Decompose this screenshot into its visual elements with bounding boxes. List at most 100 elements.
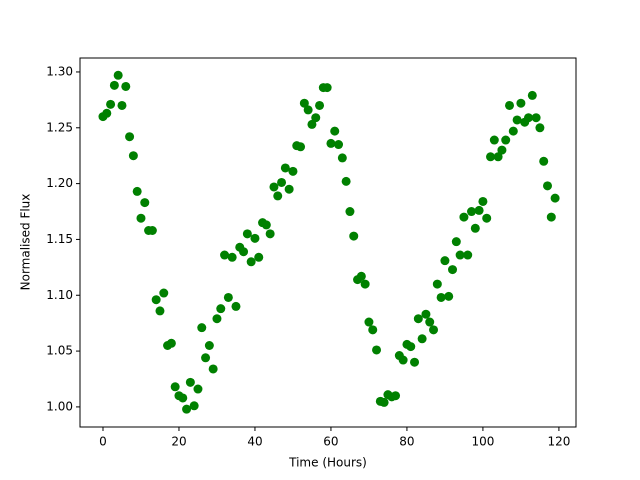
point [543, 181, 553, 191]
point [121, 81, 131, 91]
point [273, 191, 283, 201]
point [185, 377, 195, 387]
point [436, 292, 446, 302]
point [193, 384, 203, 394]
point [246, 257, 256, 267]
x-tick-label: 100 [471, 435, 494, 449]
point [159, 288, 169, 298]
point [425, 317, 435, 327]
point [125, 132, 135, 142]
point [505, 100, 515, 110]
point [432, 279, 442, 289]
plot-frame [79, 57, 577, 428]
point [413, 314, 423, 324]
point [128, 151, 138, 161]
point [147, 225, 157, 235]
point [296, 142, 306, 152]
point [303, 105, 313, 115]
point [166, 338, 176, 348]
point [109, 80, 119, 90]
point [197, 323, 207, 333]
point [455, 250, 465, 260]
point [410, 357, 420, 367]
point [444, 291, 454, 301]
point [102, 108, 112, 118]
point [379, 397, 389, 407]
y-tick-label: 1.00 [46, 399, 73, 413]
point [277, 177, 287, 187]
point [463, 250, 473, 260]
x-tick-label: 60 [323, 435, 338, 449]
point [512, 115, 522, 125]
point [546, 212, 556, 222]
point [132, 186, 142, 196]
point [220, 250, 230, 260]
point [151, 295, 161, 305]
point [368, 325, 378, 335]
point [250, 233, 260, 243]
point [140, 198, 150, 208]
point [239, 247, 249, 257]
x-tick-label: 0 [99, 435, 107, 449]
point [493, 152, 503, 162]
point [261, 220, 271, 230]
point [429, 325, 439, 335]
point [269, 182, 279, 192]
y-tick-label: 1.20 [46, 176, 73, 190]
point [155, 306, 165, 316]
point [265, 229, 275, 239]
point [489, 135, 499, 145]
y-tick-label: 1.30 [46, 64, 73, 78]
point [391, 391, 401, 401]
point [106, 99, 116, 109]
point [117, 100, 127, 110]
point [223, 292, 233, 302]
point [417, 334, 427, 344]
point [516, 98, 526, 108]
point [470, 223, 480, 233]
point [497, 145, 507, 155]
point [216, 304, 226, 314]
y-axis-label: Normalised Flux [19, 194, 33, 291]
point [201, 353, 211, 363]
point [288, 166, 298, 176]
point [486, 152, 496, 162]
point [527, 90, 537, 100]
point [189, 401, 199, 411]
y-tick-label: 1.10 [46, 288, 73, 302]
point [204, 340, 214, 350]
point [311, 113, 321, 123]
point [231, 301, 241, 311]
point [478, 196, 488, 206]
point [421, 309, 431, 319]
point [349, 231, 359, 241]
point [459, 212, 469, 222]
point [524, 113, 534, 123]
x-tick-label: 80 [399, 435, 414, 449]
point [345, 207, 355, 217]
point [360, 279, 370, 289]
point [113, 70, 123, 80]
point [322, 83, 332, 93]
point [531, 113, 541, 123]
point [299, 98, 309, 108]
point [341, 176, 351, 186]
point [448, 265, 458, 275]
point [315, 100, 325, 110]
point [364, 317, 374, 327]
point [280, 163, 290, 173]
point [501, 135, 511, 145]
point [539, 156, 549, 166]
point [326, 138, 336, 148]
point [284, 184, 294, 194]
point [178, 393, 188, 403]
point [372, 345, 382, 355]
point [330, 126, 340, 136]
point [208, 364, 218, 374]
point [398, 355, 408, 365]
point [451, 237, 461, 247]
point [254, 252, 264, 262]
x-axis-label: Time (Hours) [288, 456, 367, 470]
point [307, 119, 317, 129]
